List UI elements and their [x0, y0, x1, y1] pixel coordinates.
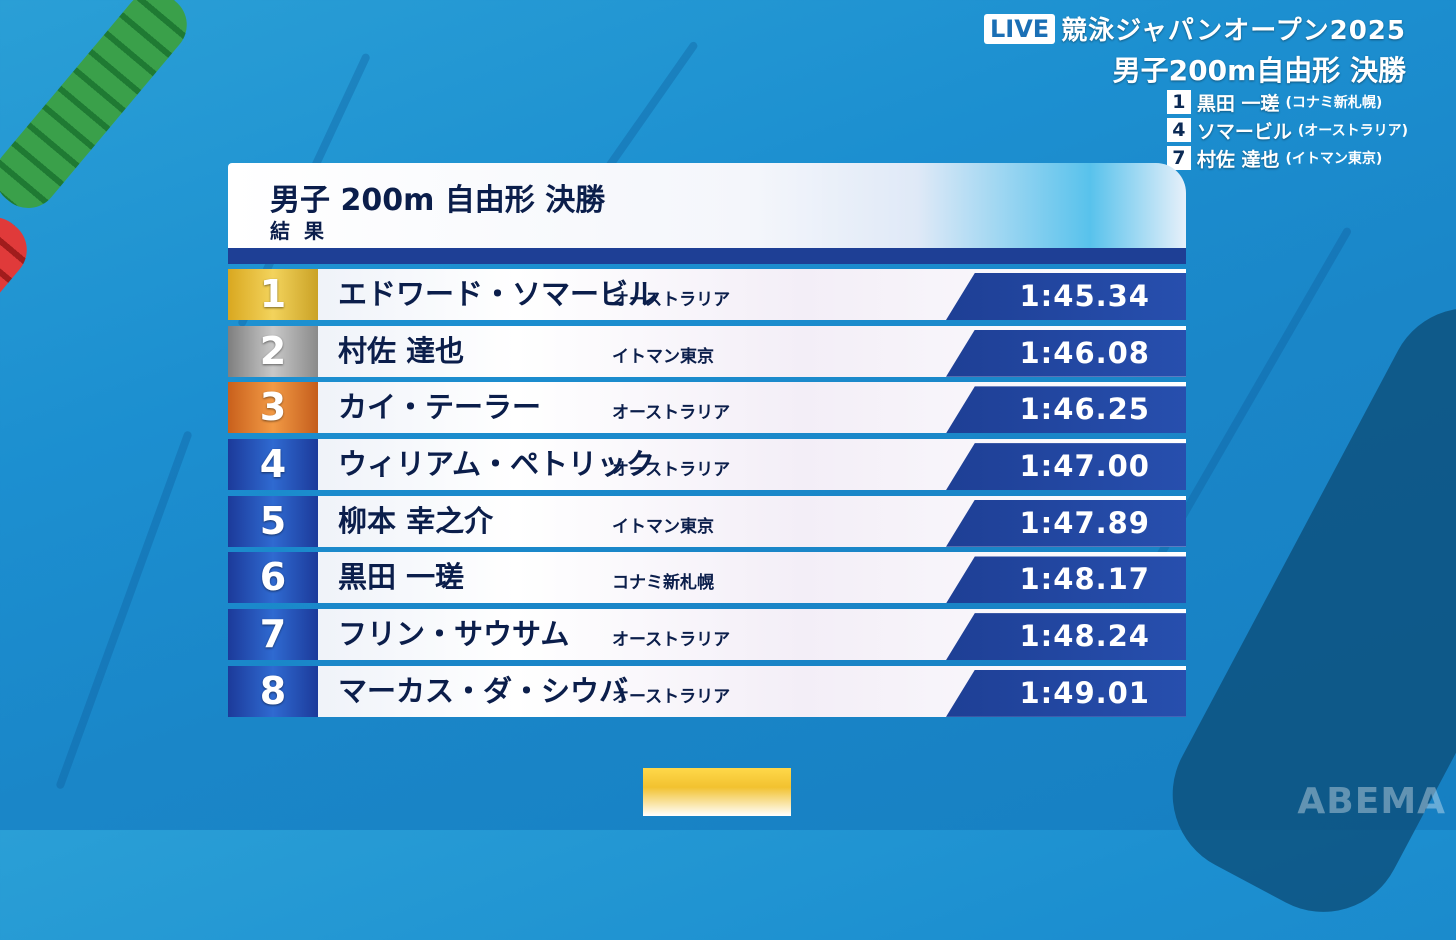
swimmer-name: 村佐 達也: [338, 333, 465, 368]
swimmer-club: オーストラリア: [612, 460, 731, 481]
lane-rope-green: [0, 0, 200, 221]
swimmer-name: フリン・サウサム: [338, 617, 570, 652]
swimmer-club: オーストラリア: [612, 630, 731, 651]
rank-badge: 1: [228, 269, 318, 320]
time-box: [946, 499, 1186, 547]
result-row: 5 柳本 幸之介 イトマン東京 1:47.89: [228, 495, 1186, 547]
lane-number: 1: [1166, 90, 1191, 114]
swimmer-name: マーカス・ダ・シウバ: [338, 673, 629, 708]
time-box: [946, 669, 1186, 717]
race-time: 1:46.25: [1019, 392, 1150, 427]
swimmer-name: ウィリアム・ペトリック: [338, 447, 655, 482]
rank-badge: 3: [228, 382, 318, 434]
event-title: 競泳ジャパンオープン2025: [1061, 16, 1406, 46]
time-box: [946, 556, 1186, 604]
rank-badge: 4: [228, 439, 318, 491]
result-row: 7 フリン・サウサム オーストラリア 1:48.24: [228, 609, 1186, 661]
abema-watermark: ABEMA: [1297, 781, 1446, 822]
results-subtitle: 結果: [270, 219, 338, 243]
lane-swimmer-club: (コナミ新札幌): [1285, 95, 1383, 111]
race-time: 1:47.00: [1019, 449, 1150, 484]
lane-swimmer-club: (オーストラリア): [1297, 123, 1408, 139]
live-badge: LIVE: [983, 13, 1056, 44]
result-row: 6 黒田 一瑳 コナミ新札幌 1:48.17: [228, 552, 1186, 604]
broadcast-header: LIVE 競泳ジャパンオープン2025 男子200m自由形 決勝: [983, 10, 1406, 89]
result-row: 2 村佐 達也 イトマン東京 1:46.08: [228, 325, 1186, 377]
rank-badge: 6: [228, 552, 318, 604]
swimmer-name: エドワード・ソマービル: [338, 277, 658, 311]
lane-number: 4: [1166, 118, 1191, 142]
time-box: [946, 386, 1186, 434]
featured-lanes: 1 黒田 一瑳 (コナミ新札幌) 4 ソマービル (オーストラリア) 7 村佐 …: [1166, 88, 1408, 172]
time-box: [946, 273, 1186, 320]
rank-badge: 8: [228, 665, 318, 717]
swimmer-name: カイ・テーラー: [338, 390, 542, 425]
race-time: 1:45.34: [1019, 279, 1150, 313]
result-row: 4 ウィリアム・ペトリック オーストラリア 1:47.00: [228, 439, 1186, 491]
results-board-header: 男子 200m 自由形 決勝 結果: [228, 163, 1186, 248]
water-ripple: [55, 430, 193, 790]
race-time: 1:46.08: [1019, 335, 1150, 370]
header-row: LIVE 競泳ジャパンオープン2025: [983, 10, 1406, 47]
lane-swimmer-name: ソマービル: [1196, 120, 1292, 143]
swimmer-club: オーストラリア: [612, 686, 731, 707]
featured-lane-row: 1 黒田 一瑳 (コナミ新札幌): [1166, 88, 1408, 116]
race-time: 1:48.17: [1019, 562, 1150, 597]
swimmer-club: イトマン東京: [612, 516, 714, 537]
time-box: [946, 443, 1186, 491]
featured-lane-row: 7 村佐 達也 (イトマン東京): [1166, 144, 1408, 172]
result-row: 3 カイ・テーラー オーストラリア 1:46.25: [228, 382, 1186, 434]
time-box: [946, 613, 1186, 661]
swimmer-name: 黒田 一瑳: [338, 560, 465, 595]
rank-badge: 7: [228, 609, 318, 661]
race-time: 1:48.24: [1019, 619, 1150, 654]
swimmer-club: オーストラリア: [612, 403, 731, 424]
swimmer-club: オーストラリア: [612, 290, 731, 310]
lane-swimmer-name: 村佐 達也: [1196, 148, 1280, 171]
race-title: 男子200m自由形 決勝: [1112, 54, 1406, 87]
race-time: 1:47.89: [1019, 505, 1150, 540]
swimmer-name: 柳本 幸之介: [338, 503, 494, 538]
result-row: 1 エドワード・ソマービル オーストラリア 1:45.34: [228, 269, 1186, 320]
lane-swimmer-name: 黒田 一瑳: [1196, 92, 1280, 115]
results-title: 男子 200m 自由形 決勝: [270, 183, 606, 218]
rank-badge: 2: [228, 325, 318, 377]
pool-shadow: [1144, 279, 1456, 940]
time-box: [946, 329, 1186, 377]
rank-badge: 5: [228, 495, 318, 547]
swimmer-club: コナミ新札幌: [612, 573, 714, 594]
header-divider: [228, 248, 1186, 264]
lane-swimmer-club: (イトマン東京): [1285, 151, 1383, 167]
result-row: 8 マーカス・ダ・シウバ オーストラリア 1:49.01: [228, 665, 1186, 717]
race-time: 1:49.01: [1019, 675, 1150, 710]
bottom-marker: [643, 768, 791, 816]
featured-lane-row: 4 ソマービル (オーストラリア): [1166, 116, 1408, 144]
swimmer-club: イトマン東京: [612, 346, 714, 367]
lane-rope-red: [0, 205, 40, 362]
results-board: 男子 200m 自由形 決勝 結果 1 エドワード・ソマービル オーストラリア …: [228, 163, 1186, 723]
